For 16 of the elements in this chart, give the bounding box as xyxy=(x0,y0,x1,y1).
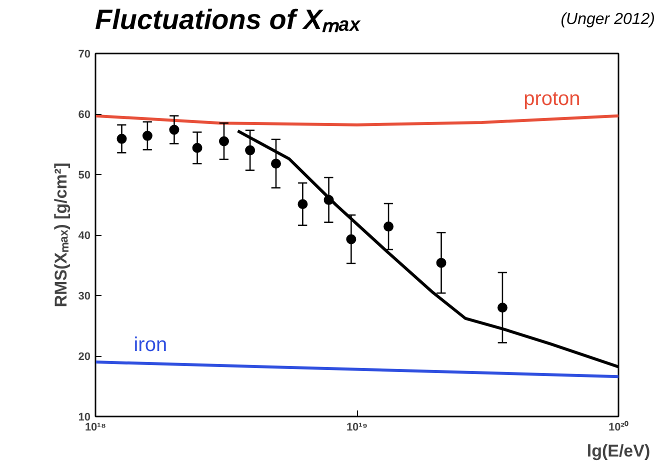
y-tick-label: 70 xyxy=(78,48,91,60)
y-tick-label: 50 xyxy=(78,170,91,182)
y-tick-label: 60 xyxy=(78,109,91,121)
x-tick-label: 10²⁰ xyxy=(608,420,628,434)
x-axis-title: lg(E/eV) xyxy=(586,442,650,460)
chart-title: Fluctuations of Xₘₐₓ xyxy=(95,3,361,37)
x-tick-label: 10¹⁸ xyxy=(84,422,106,434)
y-tick-label: 40 xyxy=(78,230,91,242)
x-tick-label: 10¹⁹ xyxy=(346,422,368,434)
series-label: proton xyxy=(524,88,580,110)
y-tick-label: 20 xyxy=(78,351,91,363)
y-tick-label: 30 xyxy=(78,290,91,302)
y-axis-title: RMS(Xₘₐₓ) [g/cm²] xyxy=(51,162,70,308)
y-tick-label: 10 xyxy=(78,412,91,424)
series-label: iron xyxy=(134,334,168,356)
text: (Unger 2012) xyxy=(560,10,655,30)
